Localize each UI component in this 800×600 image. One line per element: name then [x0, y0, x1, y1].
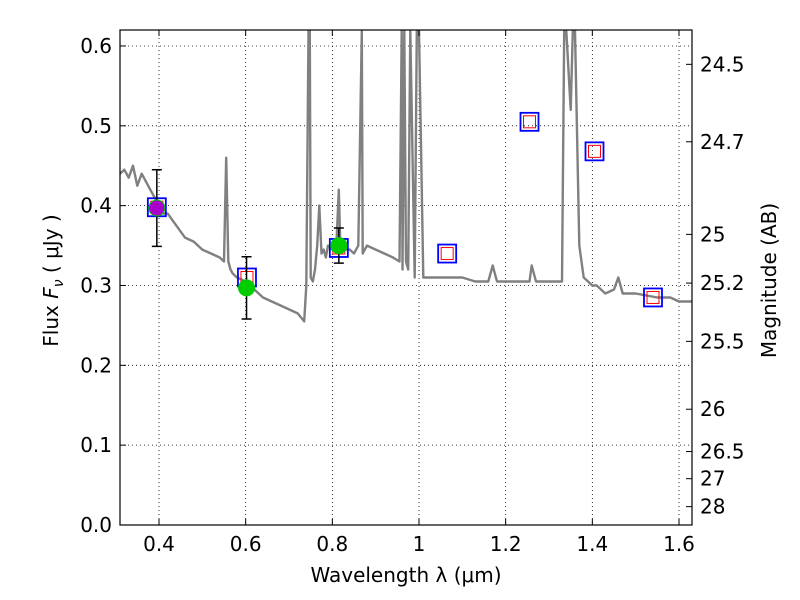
y-tick-label: 0.5: [80, 114, 112, 138]
observed-point-obs-2: [238, 255, 256, 320]
y-axis-units: ( μJy ): [39, 214, 63, 273]
y-axis-label: Flux Fν ( μJy ): [39, 214, 68, 346]
data-point: [238, 279, 256, 297]
photometry-box-JH: [584, 141, 605, 162]
y2-tick-label: 25.2: [700, 271, 745, 295]
x-tick-label: 0.8: [316, 532, 348, 556]
y2-tick-label: 27: [700, 467, 725, 491]
y2-tick-label: 25.5: [700, 329, 745, 353]
x-tick-label: 0.6: [230, 532, 262, 556]
y2-tick-label: 25: [700, 222, 725, 246]
photometry-box-outer: [643, 287, 663, 308]
x-tick-label: 1.6: [663, 532, 695, 556]
plot-frame: [119, 29, 693, 526]
observed-points-layer: [148, 168, 348, 320]
photometry-box-inner: [440, 247, 454, 261]
tick-layer: 0.4 0.6 0.8 1 1.2 1.4 1.6 0.0 0.1 0.2 0.3 0.4 0.5 0.6…: [80, 30, 745, 556]
y-axis-subscript: ν: [51, 279, 67, 287]
y2-tick-label: 24.7: [700, 130, 745, 154]
observed-point-obs-1: [148, 168, 166, 248]
y-axis-symbol: F: [39, 287, 63, 299]
photometry-box-H: [643, 287, 663, 308]
photometry-box-inner: [523, 115, 536, 129]
y-tick-label: 0.0: [80, 513, 112, 537]
data-point: [148, 199, 166, 217]
model-spectrum-layer: [119, 29, 692, 323]
photometry-box-outer: [437, 243, 458, 264]
x-tick-label: 0.4: [143, 532, 175, 556]
y-tick-label: 0.2: [80, 353, 112, 377]
photometry-box-Y: [437, 243, 458, 264]
photometry-box-inner: [646, 290, 660, 304]
y-tick-label: 0.6: [80, 34, 112, 58]
x-axis-label: Wavelength λ (μm): [310, 563, 501, 587]
y2-tick-label: 28: [700, 495, 725, 519]
y2-tick-label: 26.5: [700, 440, 745, 464]
x-axis-symbol: λ (μm): [436, 563, 502, 587]
x-tick-label: 1.2: [490, 532, 522, 556]
photometry-box-J: [519, 111, 540, 132]
y-tick-label: 0.3: [80, 273, 112, 297]
y-tick-label: 0.4: [80, 194, 112, 218]
data-point: [330, 237, 348, 255]
y-tick-label: 0.1: [80, 433, 112, 457]
photometry-box-inner: [588, 144, 601, 158]
observed-point-obs-3: [330, 227, 348, 264]
x-tick-label: 1: [413, 532, 426, 556]
y2-axis-label: Magnitude (AB): [757, 203, 781, 358]
photometry-box-outer: [584, 141, 605, 162]
model-spectrum-line: [119, 29, 692, 323]
y2-tick-label: 24.5: [700, 52, 745, 76]
y2-tick-label: 26: [700, 397, 725, 421]
x-tick-label: 1.4: [576, 532, 608, 556]
photometry-box-outer: [519, 111, 540, 132]
